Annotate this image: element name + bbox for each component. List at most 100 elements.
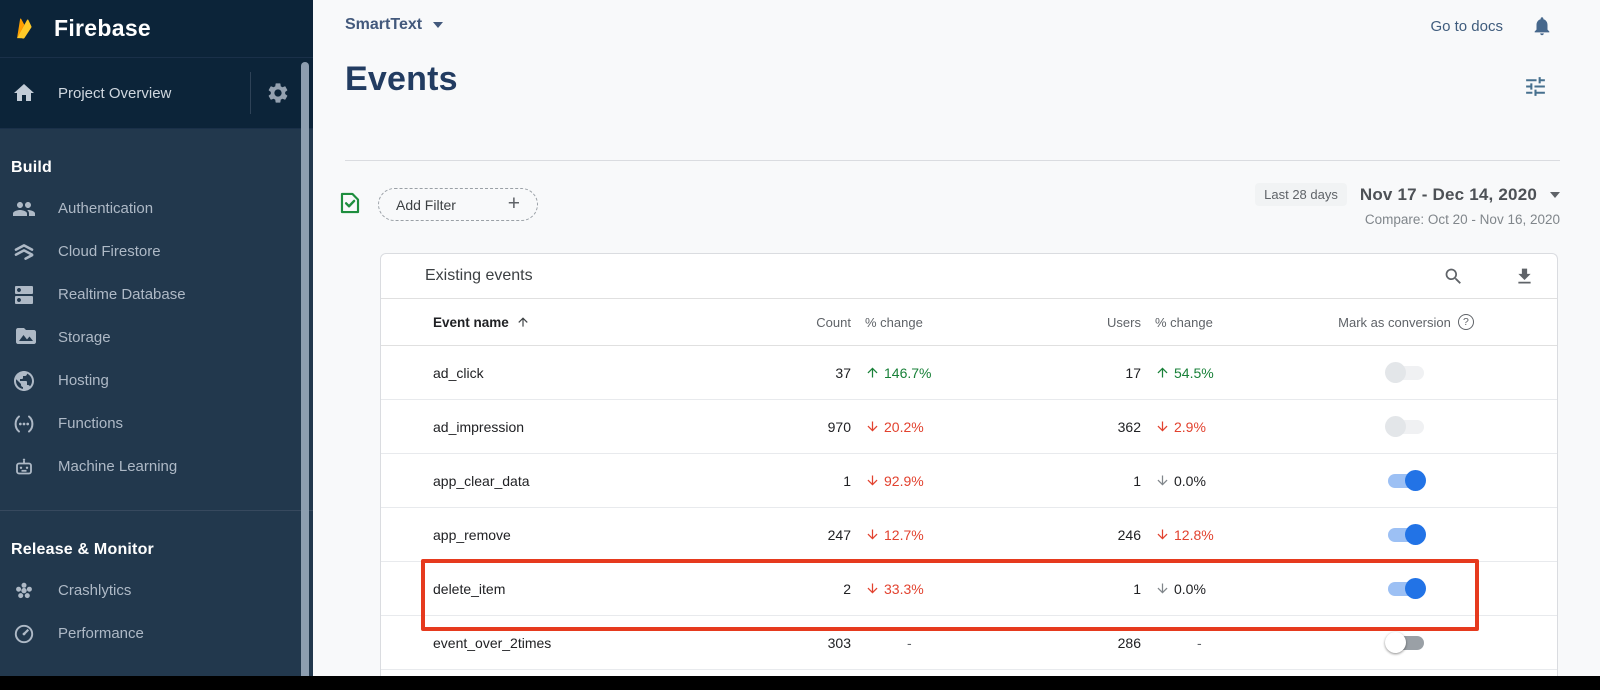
firebase-brand[interactable]: Firebase (0, 0, 313, 58)
table-row-app-remove: app_remove 247 12.7% 246 12.8% (381, 508, 1557, 562)
toggle-knob (1385, 362, 1406, 383)
download-icon[interactable] (1514, 266, 1535, 287)
event-name: ad_click (433, 364, 484, 381)
conversion-toggle[interactable] (1385, 632, 1424, 653)
sidebar-item-functions[interactable]: Functions (0, 402, 313, 445)
change-value: 12.8% (1174, 526, 1214, 543)
sidebar-item-label: Cloud Firestore (58, 243, 161, 260)
brand-name: Firebase (54, 15, 152, 41)
conversion-toggle[interactable] (1388, 578, 1426, 599)
sidebar-item-realtime-database[interactable]: Realtime Database (0, 273, 313, 316)
help-circle-icon[interactable]: ? (1457, 314, 1474, 330)
database-icon (12, 283, 36, 307)
users-change: 0.0% (1141, 581, 1291, 597)
sidebar-item-cloud-firestore[interactable]: Cloud Firestore (0, 230, 313, 273)
conversion-toggle[interactable] (1388, 470, 1426, 491)
sidebar-section-divider (0, 510, 313, 511)
count-value: 247 (827, 526, 851, 543)
column-header-count[interactable]: Count (816, 314, 851, 330)
column-header-users-change[interactable]: % change (1155, 314, 1213, 330)
users-change: 54.5% (1141, 365, 1291, 381)
sidebar: Firebase Project Overview Build Authentic… (0, 0, 313, 690)
change-value: - (907, 634, 912, 651)
sidebar-item-authentication[interactable]: Authentication (0, 187, 313, 230)
column-header-users[interactable]: Users (1107, 314, 1141, 330)
sidebar-item-label: Storage (58, 329, 111, 346)
arrow-down-icon (1155, 581, 1170, 596)
conversion-toggle (1385, 416, 1424, 437)
sidebar-item-storage[interactable]: Storage (0, 316, 313, 359)
table-row-app-clear-data: app_clear_data 1 92.9% 1 0.0% (381, 454, 1557, 508)
event-name: delete_item (433, 580, 506, 597)
column-header-mark-as-conversion: Mark as conversion ? (1291, 314, 1521, 330)
toggle-knob (1405, 578, 1426, 599)
change-value: 2.9% (1174, 418, 1206, 435)
gear-icon[interactable] (266, 81, 290, 105)
sidebar-scrollbar[interactable] (301, 62, 309, 690)
range-shortcut-label: Last 28 days (1255, 183, 1347, 206)
users-change: 12.8% (1141, 527, 1291, 543)
change-value: 54.5% (1174, 364, 1214, 381)
users-change: 0.0% (1141, 473, 1291, 489)
bell-icon[interactable] (1531, 15, 1553, 37)
people-icon (12, 197, 36, 221)
count-value: 2 (843, 580, 851, 597)
globe-icon (12, 369, 36, 393)
sidebar-item-project-overview[interactable]: Project Overview (0, 58, 313, 129)
event-name: ad_impression (433, 418, 525, 435)
add-filter-button[interactable]: Add Filter + (378, 188, 538, 221)
count-value: 37 (835, 364, 851, 381)
chevron-down-icon (433, 22, 444, 28)
vertical-divider (250, 72, 251, 114)
functions-icon (12, 412, 36, 436)
users-change: 2.9% (1141, 419, 1291, 435)
conversion-toggle[interactable] (1388, 524, 1426, 545)
robot-icon (12, 455, 36, 479)
events-table-card: Existing events Event name Count % chang… (380, 253, 1558, 676)
chevron-down-icon (1550, 191, 1560, 198)
column-header-event-name[interactable]: Event name (433, 315, 761, 330)
checked-document-icon (340, 192, 360, 214)
table-row-delete-item: delete_item 2 33.3% 1 0.0% (381, 562, 1557, 616)
count-value: 1 (843, 472, 851, 489)
storage-icon (12, 326, 36, 350)
event-name: app_clear_data (433, 472, 530, 489)
project-overview-label: Project Overview (58, 84, 172, 102)
speedometer-icon (12, 622, 36, 646)
sidebar-section-title: Release & Monitor (11, 541, 154, 558)
sidebar-item-hosting[interactable]: Hosting (0, 359, 313, 402)
flame-icon (17, 18, 32, 39)
arrow-down-icon (1155, 419, 1170, 434)
home-icon (14, 84, 34, 101)
arrow-down-icon (1155, 473, 1170, 488)
conversion-toggle (1385, 362, 1424, 383)
page-title: Events (345, 60, 458, 98)
sidebar-item-performance[interactable]: Performance (0, 612, 313, 655)
arrow-down-icon (865, 527, 880, 542)
table-title: Existing events (425, 267, 533, 284)
table-row-ad-click: ad_click 37 146.7% 17 54.5% (381, 346, 1557, 400)
search-icon[interactable] (1443, 266, 1464, 287)
main-content: SmartText Go to docs Events Add Filter +… (313, 0, 1600, 690)
firestore-icon (12, 240, 36, 264)
add-filter-label: Add Filter (396, 196, 456, 213)
go-to-docs-link[interactable]: Go to docs (1430, 17, 1503, 35)
users-value: 1 (1133, 472, 1141, 489)
toggle-knob (1405, 470, 1426, 491)
sidebar-item-label: Realtime Database (58, 286, 186, 303)
users-value: 286 (1117, 634, 1141, 651)
project-switcher[interactable]: SmartText (345, 16, 444, 34)
sidebar-item-crashlytics[interactable]: Crashlytics (0, 569, 313, 612)
conversion-toggle-cell (1291, 470, 1521, 491)
sidebar-item-machine-learning[interactable]: Machine Learning (0, 445, 313, 488)
column-header-count-change[interactable]: % change (865, 314, 923, 330)
table-body: ad_click 37 146.7% 17 54.5% ad_impression 970 2… (381, 346, 1557, 670)
tune-sliders-icon[interactable] (1523, 74, 1548, 99)
bottom-black-bar (0, 676, 1600, 690)
crashlytics-icon (12, 579, 36, 603)
date-range-picker[interactable]: Last 28 days Nov 17 - Dec 14, 2020 (1255, 183, 1560, 206)
conversion-toggle-cell (1291, 578, 1521, 599)
date-range-value: Nov 17 - Dec 14, 2020 (1359, 184, 1537, 204)
change-value: 0.0% (1174, 472, 1206, 489)
toggle-knob (1385, 416, 1406, 437)
